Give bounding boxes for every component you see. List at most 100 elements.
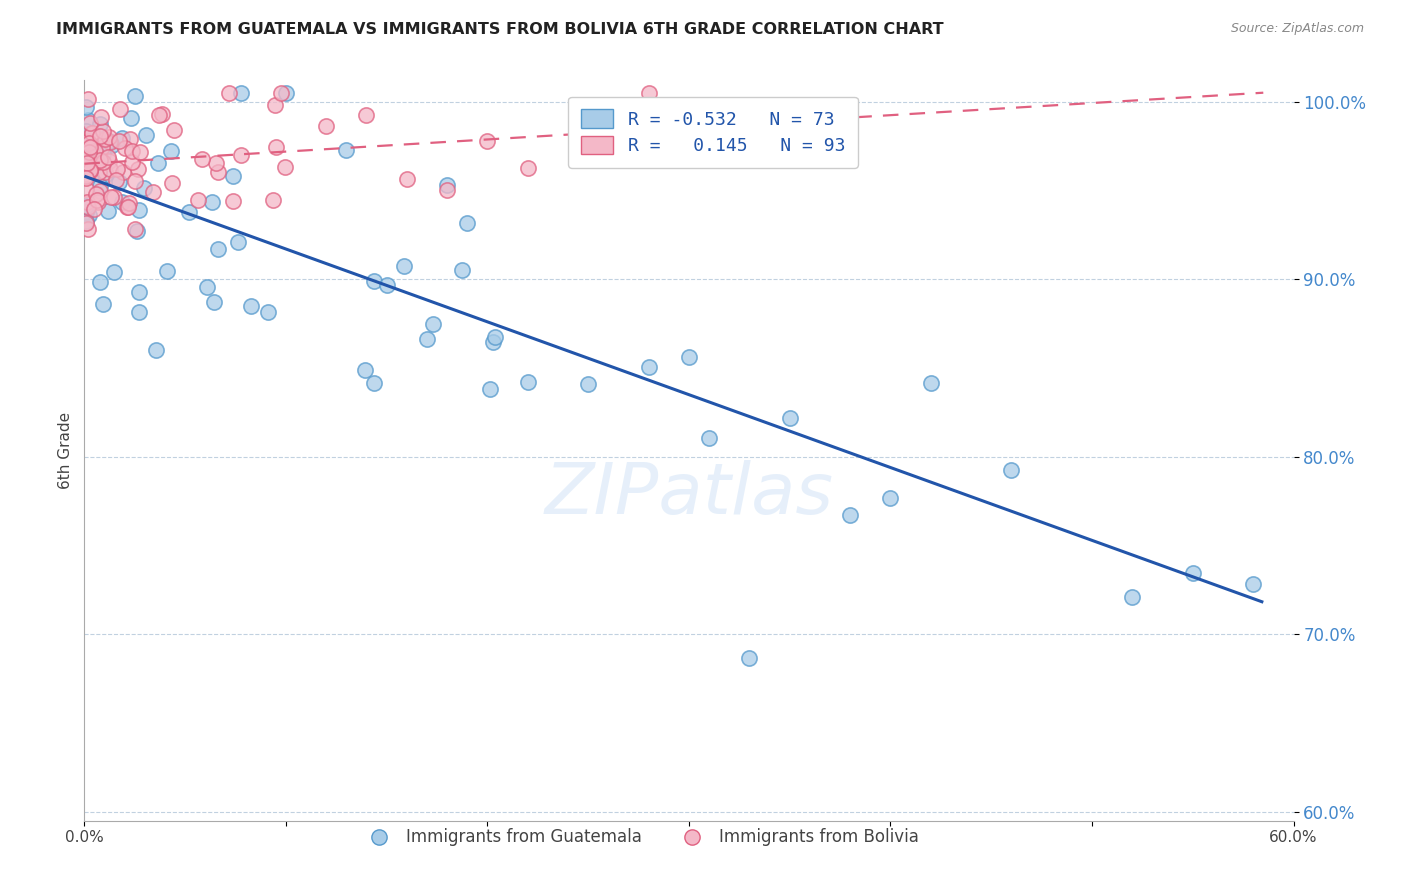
Point <box>114 141 136 155</box>
Point <box>422 317 444 331</box>
Point <box>75 216 97 230</box>
Point <box>395 172 418 186</box>
Point <box>77 145 100 160</box>
Point <box>90 111 112 125</box>
Point <box>111 165 134 179</box>
Point <box>75 171 97 186</box>
Point <box>75 156 97 170</box>
Point <box>229 86 252 100</box>
Point <box>128 285 150 300</box>
Point <box>239 299 262 313</box>
Point <box>121 144 143 158</box>
Point <box>103 190 125 204</box>
Point <box>195 280 218 294</box>
Point <box>75 214 97 228</box>
Point <box>207 242 229 256</box>
Point <box>111 130 134 145</box>
Point <box>86 140 108 154</box>
Point <box>96 150 118 164</box>
Point <box>79 161 101 175</box>
Point <box>98 161 121 176</box>
Point <box>229 147 252 161</box>
Point <box>75 124 97 138</box>
Point <box>160 176 183 190</box>
Point <box>115 200 138 214</box>
Y-axis label: 6th Grade: 6th Grade <box>58 412 73 489</box>
Legend: Immigrants from Guatemala, Immigrants from Bolivia: Immigrants from Guatemala, Immigrants fr… <box>356 822 925 853</box>
Text: ZIPatlas: ZIPatlas <box>544 460 834 529</box>
Point <box>576 377 599 392</box>
Point <box>145 343 167 358</box>
Point <box>484 330 506 344</box>
Point <box>97 153 120 168</box>
Point <box>356 108 378 122</box>
Point <box>86 193 108 207</box>
Point <box>1000 463 1022 477</box>
Point <box>75 157 97 171</box>
Point <box>274 160 297 174</box>
Point <box>83 202 105 216</box>
Point <box>128 305 150 319</box>
Point <box>83 142 105 156</box>
Point <box>202 295 225 310</box>
Point <box>75 199 97 213</box>
Point <box>93 124 115 138</box>
Point <box>90 139 112 153</box>
Point <box>89 128 111 143</box>
Point <box>77 209 100 223</box>
Point <box>392 259 415 273</box>
Point <box>94 132 117 146</box>
Point <box>77 113 100 128</box>
Text: Source: ZipAtlas.com: Source: ZipAtlas.com <box>1230 22 1364 36</box>
Point <box>262 193 284 207</box>
Point <box>148 108 170 122</box>
Point <box>79 136 101 150</box>
Point <box>1121 590 1143 604</box>
Point <box>127 224 149 238</box>
Point <box>142 185 165 199</box>
Point <box>375 277 398 292</box>
Point <box>1241 577 1264 591</box>
Point <box>416 332 439 346</box>
Point <box>121 111 143 125</box>
Point <box>124 221 146 235</box>
Point <box>89 179 111 194</box>
Point <box>110 102 132 116</box>
Point <box>478 382 501 396</box>
Point <box>205 156 228 170</box>
Point <box>516 375 538 389</box>
Point <box>83 150 105 164</box>
Point <box>576 132 599 146</box>
Point <box>187 193 209 207</box>
Point <box>482 334 505 349</box>
Point <box>124 89 146 103</box>
Point <box>76 156 98 170</box>
Point <box>98 135 121 149</box>
Point <box>79 157 101 171</box>
Point <box>89 276 111 290</box>
Point <box>697 431 720 445</box>
Point <box>77 221 100 235</box>
Point <box>150 107 173 121</box>
Point <box>363 376 385 391</box>
Point <box>128 145 150 159</box>
Point <box>451 263 474 277</box>
Point <box>201 194 224 209</box>
Point <box>79 163 101 178</box>
Point <box>637 86 659 100</box>
Point <box>738 651 761 665</box>
Point <box>82 126 104 140</box>
Point <box>879 491 901 506</box>
Point <box>637 359 659 374</box>
Point <box>77 200 100 214</box>
Point <box>146 156 169 170</box>
Point <box>263 97 285 112</box>
Point <box>79 162 101 177</box>
Point <box>87 194 110 209</box>
Point <box>121 154 143 169</box>
Point <box>101 137 124 152</box>
Point <box>335 143 357 157</box>
Point <box>315 119 337 133</box>
Point <box>678 351 700 365</box>
Point <box>256 304 278 318</box>
